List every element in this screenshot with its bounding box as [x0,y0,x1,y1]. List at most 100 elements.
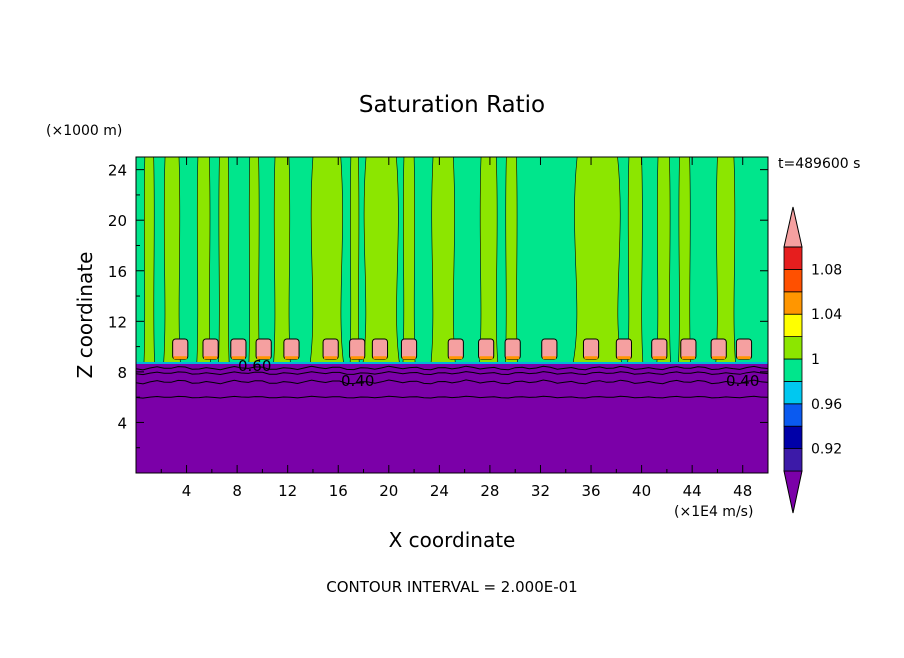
colorbar-swatch-9 [783,246,803,270]
cell-4 [283,338,300,360]
colorbar-label-1: 0.96 [811,397,842,413]
field-band-16 [678,156,691,364]
contour-line-1 [135,371,769,376]
cell-base-18 [737,356,751,360]
x-tick-label-4: 20 [379,482,398,500]
cell-base-7 [373,356,387,360]
cell-base-0 [173,356,187,360]
y-axis: 4 8 12 16 20 24 [108,162,768,449]
cell-6 [349,338,366,360]
y-tick-label-0: 4 [117,414,127,432]
x-unit-label: (×1E4 m/s) [674,504,753,520]
cell-base-10 [479,356,493,360]
cell-13 [582,338,600,360]
x-tick-label-9: 40 [632,482,651,500]
field-band-11 [479,156,499,364]
field-band-0 [143,156,155,364]
x-tick-label-0: 4 [182,482,192,500]
time-label: t=489600 s [778,156,860,172]
colorbar-swatch-0 [783,448,803,472]
plot-area [135,156,769,474]
cell-7 [371,338,389,360]
x-axis-title: X coordinate [389,528,516,552]
field-band-17 [715,156,736,364]
plot-frame [135,156,769,474]
field-band-15 [656,156,671,364]
field-band-1 [163,156,181,364]
cell-base-15 [652,356,666,360]
cell-base-4 [284,356,299,360]
cell-9 [447,338,464,360]
field-band-5 [273,156,291,364]
cell-1 [202,338,219,360]
colorbar-arrow-low [783,470,803,514]
contour-label-1: 0.40 [341,372,374,390]
contour-fill-layer [136,156,768,473]
cell-16 [680,338,697,360]
field-band-12 [505,156,518,364]
cell-18 [735,338,753,360]
x-tick-label-10: 44 [683,482,702,500]
x-tick-label-3: 16 [329,482,348,500]
colorbar-label-2: 1 [811,352,820,368]
colorbar-swatch-5 [783,336,803,360]
cell-base-9 [449,356,463,360]
cell-base-6 [350,356,364,360]
colorbar-swatch-8 [783,268,803,293]
cell-base-3 [257,356,271,360]
colorbar-label-0: 0.92 [811,442,842,458]
x-tick-label-5: 24 [430,482,449,500]
contour-lines [135,365,769,399]
x-tick-label-1: 8 [232,482,242,500]
colorbar-swatch-6 [783,313,803,338]
x-tick-label-8: 36 [581,482,600,500]
y-tick-label-5: 24 [108,162,127,180]
field-band-10 [430,156,456,364]
x-tick-label-11: 48 [733,482,752,500]
colorbar-arrow-high [783,206,803,248]
x-axis: 4 8 12 16 20 24 28 32 36 40 44 48 [160,157,752,500]
y-axis-title: Z coordinate [73,252,97,379]
field-band-8 [362,156,400,364]
y-unit-label: (×1000 m) [46,123,122,139]
contour-line-3 [135,395,769,399]
x-tick-label-7: 32 [531,482,550,500]
y-tick-label-4: 20 [108,212,127,230]
cell-0 [172,338,189,360]
cell-12 [541,338,558,360]
field-band-3 [218,156,230,364]
cell-10 [478,338,495,360]
contour-line-2 [135,379,769,385]
cell-8 [400,338,418,360]
cell-5 [322,338,339,360]
contour-label-2: 0.40 [726,372,759,390]
chart-title: Saturation Ratio [359,92,545,118]
cell-15 [651,338,668,360]
cell-base-13 [584,356,598,360]
cell-base-17 [712,356,726,360]
contour-interval-footer: CONTOUR INTERVAL = 2.000E-01 [326,578,577,596]
colorbar-label-4: 1.08 [811,262,842,278]
field-band-9 [402,156,416,364]
x-tick-label-2: 12 [278,482,297,500]
colorbar-label-3: 1.04 [811,307,842,323]
cell-base-14 [617,356,631,360]
cell-base-1 [203,356,218,360]
field-band-6 [309,156,344,364]
colorbar-swatch-2 [783,403,803,427]
field-band-7 [349,156,360,364]
cell-17 [710,338,727,360]
cell-base-12 [542,356,556,360]
cell-base-5 [324,356,338,360]
field-band-4 [248,156,260,364]
y-tick-label-2: 12 [108,313,127,331]
colorbar-swatch-7 [783,291,803,315]
y-tick-label-1: 8 [117,364,127,382]
field-band-2 [196,156,211,364]
cell-14 [615,338,632,360]
cell-base-11 [506,356,520,360]
field-band-13 [572,156,622,364]
field-lower-purple [136,363,768,473]
cell-base-2 [231,356,245,360]
